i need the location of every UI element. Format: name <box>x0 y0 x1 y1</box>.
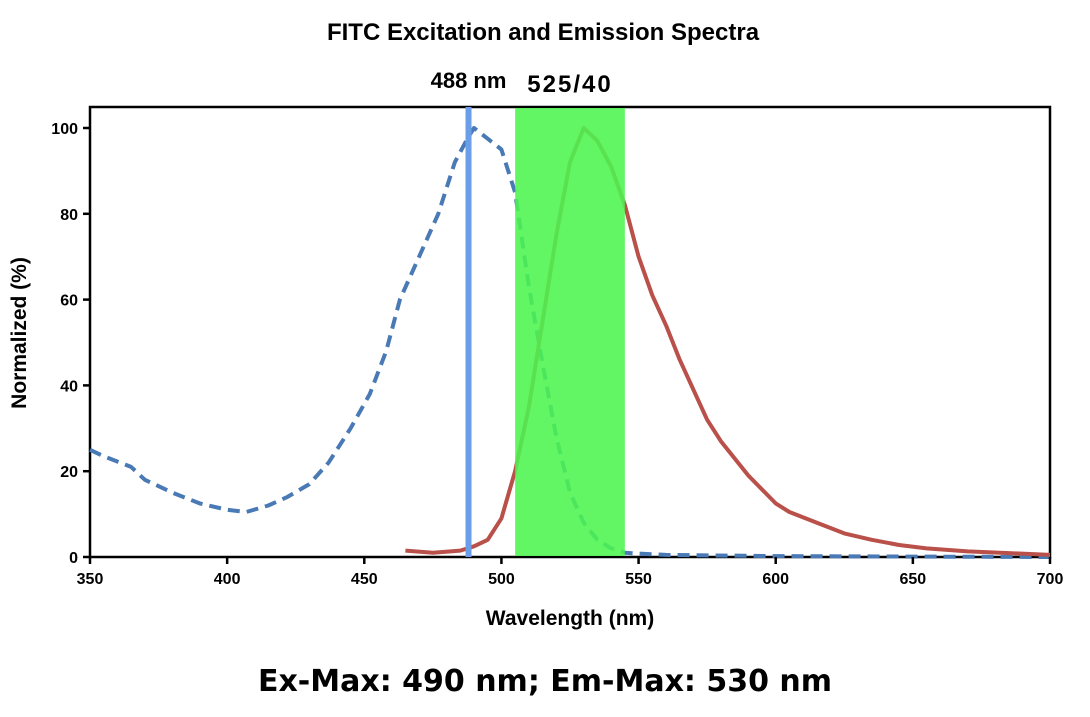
y-tick-label: 60 <box>60 293 78 310</box>
x-axis-label: Wavelength (nm) <box>486 607 654 630</box>
x-tick-label: 350 <box>77 571 104 588</box>
x-tick-label: 550 <box>625 571 652 588</box>
filter-band-label: 525/40 <box>527 71 612 98</box>
x-tick-label: 700 <box>1037 571 1064 588</box>
chart-title: FITC Excitation and Emission Spectra <box>327 19 760 46</box>
x-tick-label: 500 <box>488 571 515 588</box>
y-tick-label: 20 <box>60 464 78 481</box>
emission-curve <box>405 126 1051 557</box>
y-tick-label: 0 <box>69 550 78 567</box>
x-tick-label: 650 <box>900 571 927 588</box>
chart-svg: FITC Excitation and Emission Spectra 350… <box>8 19 1064 630</box>
filter-band <box>515 108 625 556</box>
x-tick-label: 450 <box>351 571 378 588</box>
y-tick-label: 100 <box>51 121 78 138</box>
plot-frame <box>88 105 1052 559</box>
laser-line-label: 488 nm <box>431 68 507 93</box>
y-tick-label: 80 <box>60 207 78 224</box>
x-tick-label: 600 <box>762 571 789 588</box>
footer-caption: Ex-Max: 490 nm; Em-Max: 530 nm <box>257 664 833 699</box>
x-tick-label: 400 <box>214 571 241 588</box>
y-axis-label: Normalized (%) <box>8 257 31 409</box>
y-tick-label: 40 <box>60 378 78 395</box>
